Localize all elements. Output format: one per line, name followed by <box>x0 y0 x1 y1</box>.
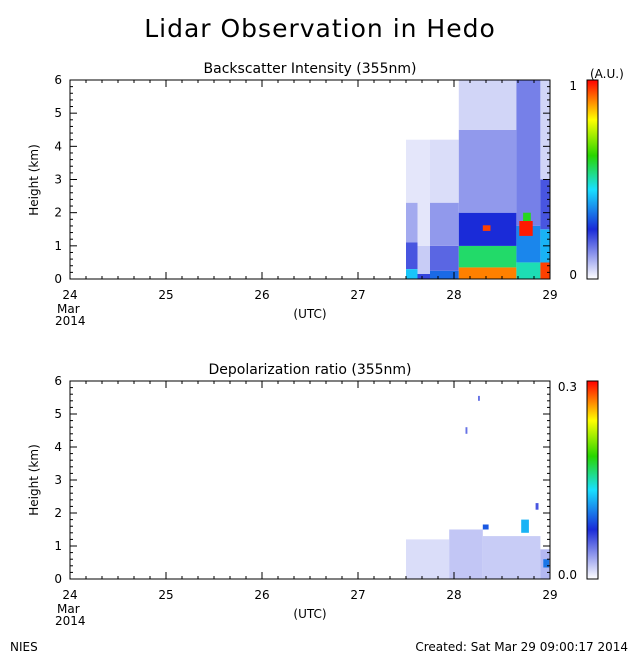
heatmap-cell <box>543 559 550 568</box>
backscatter-x-label: (UTC) <box>293 307 326 321</box>
depolarization-cells <box>406 395 550 579</box>
heatmap-cell <box>516 262 541 279</box>
heatmap-cell <box>478 395 480 401</box>
y-tick-label: 4 <box>54 440 62 454</box>
depolarization-x-sub-month: Mar <box>57 602 80 616</box>
x-tick-label: 28 <box>446 288 461 302</box>
heatmap-cell <box>406 242 418 269</box>
heatmap-cell <box>406 539 450 579</box>
x-tick-label: 25 <box>158 588 173 602</box>
heatmap-cell <box>430 270 459 279</box>
heatmap-cell <box>406 269 418 279</box>
backscatter-x-sub-month: Mar <box>57 302 80 316</box>
heatmap-cell <box>482 225 491 231</box>
heatmap-cell <box>430 245 459 271</box>
heatmap-cell <box>521 519 529 533</box>
y-tick-label: 3 <box>54 173 62 187</box>
heatmap-cell <box>417 139 430 246</box>
heatmap-cell <box>540 179 550 230</box>
y-tick-label: 6 <box>54 374 62 388</box>
heatmap-cell <box>458 80 517 130</box>
y-tick-label: 1 <box>54 539 62 553</box>
x-tick-label: 24 <box>62 288 77 302</box>
depolarization-x-label: (UTC) <box>293 607 326 621</box>
heatmap-cell <box>465 427 468 434</box>
heatmap-cell <box>540 80 550 180</box>
heatmap-cell <box>458 267 517 279</box>
x-tick-label: 27 <box>350 588 365 602</box>
depolarization-colorbar-max: 0.3 <box>558 380 577 394</box>
depolarization-title: Depolarization ratio (355nm) <box>208 362 411 378</box>
depolarization-colorbar <box>586 380 599 580</box>
heatmap-cell <box>482 524 489 530</box>
y-tick-label: 0 <box>54 572 62 586</box>
y-tick-label: 4 <box>54 139 62 153</box>
y-tick-label: 3 <box>54 473 62 487</box>
x-tick-label: 26 <box>254 588 269 602</box>
y-tick-label: 0 <box>54 272 62 286</box>
heatmap-cell <box>458 129 517 213</box>
backscatter-colorbar <box>586 79 599 280</box>
x-tick-label: 24 <box>62 588 77 602</box>
backscatter-cells <box>406 80 550 279</box>
heatmap-cell <box>523 212 531 221</box>
depolarization-y-label: Height (km) <box>27 444 41 515</box>
heatmap-cell <box>406 202 418 243</box>
x-tick-label: 25 <box>158 288 173 302</box>
heatmap-cell <box>540 262 550 279</box>
y-tick-label: 6 <box>54 73 62 87</box>
backscatter-y-label: Height (km) <box>27 144 41 215</box>
footer-organization: NIES <box>10 640 38 654</box>
depolarization-y-ticks: 0 1 2 3 4 5 6 <box>54 374 550 586</box>
y-tick-label: 2 <box>54 506 62 520</box>
page-title: Lidar Observation in Hedo <box>144 14 496 43</box>
backscatter-x-sub-year: 2014 <box>55 314 86 328</box>
backscatter-panel: Backscatter Intensity (355nm) 0 1 2 3 4 5 6 24… <box>27 61 624 328</box>
heatmap-cell <box>482 536 541 579</box>
x-tick-label: 26 <box>254 288 269 302</box>
heatmap-cell <box>430 202 459 246</box>
heatmap-cell <box>406 139 418 203</box>
x-tick-label: 27 <box>350 288 365 302</box>
y-tick-label: 5 <box>54 407 62 421</box>
heatmap-cell <box>417 274 430 279</box>
backscatter-colorbar-max: 1 <box>569 79 577 93</box>
backscatter-colorbar-unit: (A.U.) <box>590 67 624 81</box>
heatmap-cell <box>430 139 459 203</box>
x-tick-label: 29 <box>542 588 557 602</box>
backscatter-title: Backscatter Intensity (355nm) <box>204 61 417 77</box>
x-tick-label: 28 <box>446 588 461 602</box>
y-tick-label: 1 <box>54 239 62 253</box>
heatmap-cell <box>449 529 483 579</box>
heatmap-cell <box>535 503 539 510</box>
depolarization-x-sub-year: 2014 <box>55 614 86 628</box>
heatmap-cell <box>516 80 541 226</box>
heatmap-cell <box>458 245 517 268</box>
backscatter-y-ticks: 0 1 2 3 4 5 6 <box>54 73 550 286</box>
x-tick-label: 29 <box>542 288 557 302</box>
depolarization-x-ticks: 24 25 26 27 28 29 <box>62 381 558 602</box>
y-tick-label: 2 <box>54 206 62 220</box>
backscatter-x-ticks: 24 25 26 27 28 29 <box>62 80 558 302</box>
footer-created-timestamp: Created: Sat Mar 29 09:00:17 2014 <box>415 640 628 654</box>
y-tick-label: 5 <box>54 106 62 120</box>
depolarization-colorbar-min: 0.0 <box>558 568 577 582</box>
backscatter-colorbar-min: 0 <box>569 268 577 282</box>
heatmap-cell <box>519 221 533 236</box>
heatmap-cell <box>417 245 430 274</box>
